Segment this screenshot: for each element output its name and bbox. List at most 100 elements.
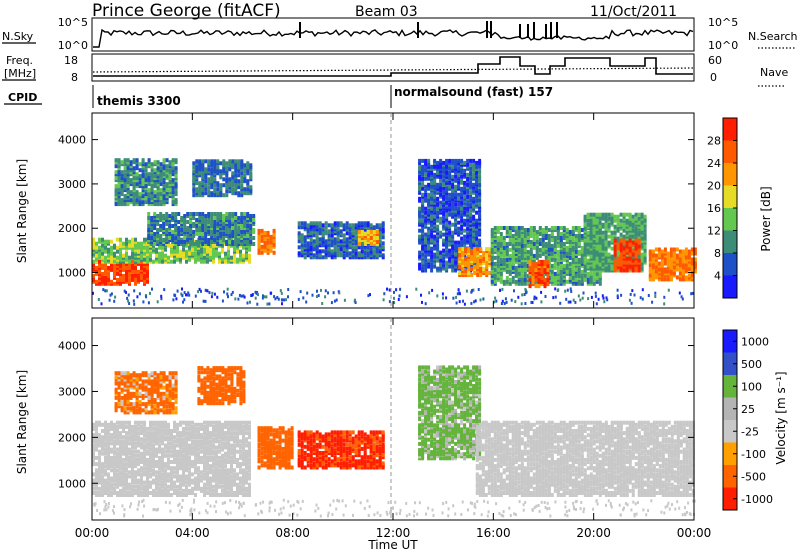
data-cell — [595, 212, 599, 217]
data-cell — [125, 237, 128, 242]
data-cell — [174, 166, 178, 171]
data-cell — [219, 183, 223, 188]
data-cell — [469, 212, 473, 217]
data-cell — [421, 176, 425, 181]
data-cell — [470, 267, 474, 271]
data-cell — [204, 159, 208, 164]
data-cell — [580, 275, 584, 280]
data-cell — [92, 478, 95, 483]
data-cell — [657, 261, 661, 266]
data-cell — [153, 174, 157, 179]
noise-cell — [186, 293, 189, 297]
data-cell — [466, 188, 470, 193]
data-cell — [360, 227, 364, 232]
noise-cell — [251, 293, 254, 297]
power-colorbar-segment — [723, 253, 737, 276]
data-cell — [192, 222, 196, 226]
data-cell — [240, 171, 244, 176]
data-cell — [537, 272, 541, 277]
data-cell — [543, 260, 547, 265]
data-cell — [559, 226, 563, 230]
data-cell — [221, 249, 224, 254]
noise-cell — [343, 298, 346, 302]
data-cell — [448, 264, 452, 269]
data-cell — [448, 224, 452, 229]
data-cell — [448, 170, 452, 175]
data-cell — [222, 193, 226, 198]
data-cell — [666, 255, 670, 260]
data-cell — [475, 210, 479, 215]
data-cell — [101, 247, 104, 252]
data-cell — [228, 230, 232, 234]
data-cell — [207, 189, 211, 194]
data-cell — [547, 238, 551, 242]
data-cell — [159, 162, 163, 167]
data-cell — [309, 241, 313, 246]
data-cell — [458, 253, 462, 257]
data-cell — [156, 166, 160, 171]
data-cell — [209, 249, 212, 254]
data-cell — [460, 236, 464, 241]
data-cell — [461, 259, 465, 263]
data-cell — [478, 158, 482, 163]
data-cell — [496, 267, 500, 272]
data-cell — [125, 257, 128, 262]
data-cell — [231, 159, 235, 164]
data-cell — [204, 179, 208, 184]
data-cell — [514, 230, 518, 234]
data-cell — [651, 265, 655, 270]
power-colorbar-tick-label: 8 — [714, 247, 721, 260]
data-cell — [369, 223, 373, 228]
data-cell — [114, 164, 118, 169]
data-cell — [523, 277, 527, 282]
data-cell — [231, 230, 235, 234]
data-cell — [622, 234, 626, 239]
data-cell — [547, 234, 551, 238]
data-cell — [460, 200, 464, 205]
data-cell — [218, 259, 221, 264]
data-cell — [147, 224, 151, 228]
power-heatmap-cells — [92, 158, 697, 306]
noise-cell — [581, 296, 584, 300]
data-cell — [312, 221, 316, 226]
data-cell — [463, 238, 467, 243]
data-cell — [424, 172, 428, 177]
data-cell — [634, 250, 638, 255]
freq-panel: Freq. [MHz] 18 8 60 0 Nave — [2, 53, 788, 87]
data-cell — [92, 273, 95, 278]
noise-cell — [630, 301, 633, 305]
data-cell — [366, 238, 370, 242]
data-cell — [454, 222, 458, 227]
data-cell — [613, 218, 617, 223]
data-cell — [470, 249, 474, 253]
noise-cell — [281, 298, 284, 302]
data-cell — [152, 259, 155, 264]
data-cell — [216, 236, 220, 240]
noise-cell — [455, 301, 458, 305]
noise-cell — [265, 295, 268, 299]
data-cell — [237, 191, 241, 196]
data-cell — [427, 244, 431, 249]
data-cell — [104, 275, 107, 280]
data-cell — [300, 249, 304, 254]
data-cell — [439, 182, 443, 187]
data-cell — [534, 278, 538, 283]
data-cell — [357, 238, 361, 242]
data-cell — [236, 257, 239, 262]
noise-cell — [102, 288, 105, 292]
data-cell — [141, 200, 145, 205]
data-cell — [493, 247, 497, 252]
data-cell — [260, 244, 264, 249]
data-cell — [339, 221, 343, 226]
data-cell — [505, 242, 509, 246]
noise-cell — [501, 299, 504, 303]
data-cell — [693, 257, 697, 262]
y-tick-label: 1000 — [58, 267, 86, 280]
data-cell — [134, 277, 137, 282]
data-cell — [427, 208, 431, 213]
noise-cell — [667, 288, 670, 292]
data-cell — [628, 212, 632, 217]
data-cell — [595, 256, 599, 261]
data-cell — [210, 159, 214, 164]
data-cell — [155, 253, 158, 258]
